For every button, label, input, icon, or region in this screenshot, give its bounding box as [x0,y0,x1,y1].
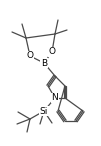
Text: B: B [41,59,47,67]
Text: N: N [52,93,58,102]
Text: O: O [48,47,56,57]
Text: Si: Si [40,106,48,115]
Text: O: O [26,52,34,60]
